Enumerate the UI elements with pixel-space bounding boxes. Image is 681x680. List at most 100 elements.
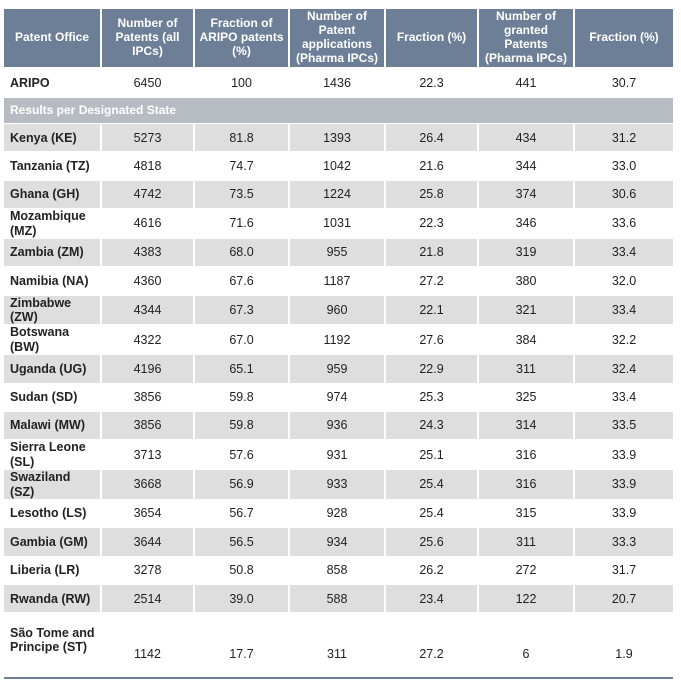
granted-cell: 380 <box>479 267 575 296</box>
granted-cell: 434 <box>479 124 575 153</box>
applications-cell: 1031 <box>290 209 386 239</box>
granted-cell: 311 <box>479 355 575 384</box>
applications-cell: 934 <box>290 528 386 557</box>
table-row: Kenya (KE) 5273 81.8 1393 26.4 434 31.2 <box>4 124 673 153</box>
app-fraction-cell: 25.3 <box>386 383 479 412</box>
granted-cell: 344 <box>479 152 575 181</box>
table-header: Patent Office Number of Patents (all IPC… <box>4 9 673 69</box>
office-cell: Sudan (SD) <box>4 383 102 412</box>
granted-cell: 316 <box>479 470 575 500</box>
applications-cell: 955 <box>290 238 386 268</box>
fraction-cell: 50.8 <box>195 556 290 586</box>
granted-fraction-cell: 32.2 <box>575 325 673 356</box>
applications-cell: 1393 <box>290 124 386 153</box>
office-cell: Liberia (LR) <box>4 556 102 586</box>
office-cell: Botswana (BW) <box>4 325 102 356</box>
patents-cell: 3856 <box>102 411 195 441</box>
office-cell: São Tome and Principe (ST) <box>4 613 102 669</box>
header-pharma-applications: Number of Patent applications (Pharma IP… <box>290 9 386 69</box>
app-fraction-cell: 22.1 <box>386 295 479 326</box>
header-fraction-aripo: Fraction of ARIPO patents (%) <box>195 9 290 69</box>
granted-cell: 319 <box>479 238 575 268</box>
applications-cell: 974 <box>290 383 386 412</box>
granted-cell: 316 <box>479 440 575 471</box>
patents-cell: 2514 <box>102 585 195 614</box>
app-fraction-cell: 24.3 <box>386 411 479 441</box>
granted-fraction-cell: 30.6 <box>575 180 673 210</box>
aripo-granted-fraction-cell: 30.7 <box>575 69 673 98</box>
office-cell: Sierra Leone (SL) <box>4 440 102 471</box>
fraction-cell: 67.0 <box>195 325 290 356</box>
aripo-applications-cell: 1436 <box>290 69 386 98</box>
fraction-cell: 74.7 <box>195 152 290 181</box>
patents-cell: 3856 <box>102 383 195 412</box>
office-cell: Lesotho (LS) <box>4 499 102 529</box>
granted-fraction-cell: 33.5 <box>575 411 673 441</box>
office-name-line2: Principe (ST) <box>10 640 88 655</box>
granted-fraction-cell: 1.9 <box>575 613 673 669</box>
table-row: Swaziland (SZ) 3668 56.9 933 25.4 316 33.9 <box>4 470 673 500</box>
applications-cell: 1192 <box>290 325 386 356</box>
app-fraction-cell: 25.8 <box>386 180 479 210</box>
table-row: Ghana (GH) 4742 73.5 1224 25.8 374 30.6 <box>4 180 673 210</box>
office-name-line1: São Tome and <box>10 626 95 641</box>
section-label: Results per Designated State <box>4 98 673 124</box>
table-row: Zimbabwe (ZW) 4344 67.3 960 22.1 321 33.4 <box>4 295 673 326</box>
fraction-cell: 56.9 <box>195 470 290 500</box>
office-cell: Rwanda (RW) <box>4 585 102 614</box>
header-number-of-patents: Number of Patents (all IPCs) <box>102 9 195 69</box>
header-fraction-granted: Fraction (%) <box>575 9 673 69</box>
granted-cell: 314 <box>479 411 575 441</box>
applications-cell: 311 <box>290 613 386 669</box>
aripo-app-fraction-cell: 22.3 <box>386 69 479 98</box>
patents-cell: 4322 <box>102 325 195 356</box>
table-row: Lesotho (LS) 3654 56.7 928 25.4 315 33.9 <box>4 499 673 529</box>
office-cell: Zambia (ZM) <box>4 238 102 268</box>
patents-cell: 3668 <box>102 470 195 500</box>
table-row: Mozambique (MZ) 4616 71.6 1031 22.3 346 33.6 <box>4 209 673 239</box>
patents-cell: 4616 <box>102 209 195 239</box>
app-fraction-cell: 25.6 <box>386 528 479 557</box>
applications-cell: 588 <box>290 585 386 614</box>
header-row: Patent Office Number of Patents (all IPC… <box>4 9 673 69</box>
granted-fraction-cell: 33.6 <box>575 209 673 239</box>
office-cell: Namibia (NA) <box>4 267 102 296</box>
app-fraction-cell: 22.3 <box>386 209 479 239</box>
app-fraction-cell: 25.4 <box>386 470 479 500</box>
fraction-cell: 65.1 <box>195 355 290 384</box>
aripo-granted-cell: 441 <box>479 69 575 98</box>
granted-cell: 346 <box>479 209 575 239</box>
office-cell: Ghana (GH) <box>4 180 102 210</box>
applications-cell: 858 <box>290 556 386 586</box>
table-row: Botswana (BW) 4322 67.0 1192 27.6 384 32.2 <box>4 325 673 356</box>
table-row: Rwanda (RW) 2514 39.0 588 23.4 122 20.7 <box>4 585 673 614</box>
patents-cell: 5273 <box>102 124 195 153</box>
table-body: ARIPO 6450 100 1436 22.3 441 30.7 Result… <box>4 69 673 669</box>
granted-cell: 315 <box>479 499 575 529</box>
granted-fraction-cell: 31.2 <box>575 124 673 153</box>
patents-cell: 3713 <box>102 440 195 471</box>
fraction-cell: 56.7 <box>195 499 290 529</box>
header-patent-office: Patent Office <box>4 9 102 69</box>
app-fraction-cell: 21.8 <box>386 238 479 268</box>
fraction-cell: 68.0 <box>195 238 290 268</box>
fraction-cell: 71.6 <box>195 209 290 239</box>
header-granted-pharma: Number of granted Patents (Pharma IPCs) <box>479 9 575 69</box>
granted-fraction-cell: 33.3 <box>575 528 673 557</box>
fraction-cell: 39.0 <box>195 585 290 614</box>
patent-table-container: Patent Office Number of Patents (all IPC… <box>4 9 673 669</box>
granted-cell: 6 <box>479 613 575 669</box>
granted-fraction-cell: 33.0 <box>575 152 673 181</box>
granted-cell: 374 <box>479 180 575 210</box>
patents-cell: 3654 <box>102 499 195 529</box>
office-cell: Zimbabwe (ZW) <box>4 295 102 326</box>
applications-cell: 931 <box>290 440 386 471</box>
office-cell: Uganda (UG) <box>4 355 102 384</box>
table-row: Uganda (UG) 4196 65.1 959 22.9 311 32.4 <box>4 355 673 384</box>
table-row: São Tome and Principe (ST) 1142 17.7 311 27.2… <box>4 613 673 669</box>
patents-cell: 4344 <box>102 295 195 326</box>
patents-cell: 3278 <box>102 556 195 586</box>
granted-fraction-cell: 33.4 <box>575 383 673 412</box>
app-fraction-cell: 21.6 <box>386 152 479 181</box>
applications-cell: 959 <box>290 355 386 384</box>
